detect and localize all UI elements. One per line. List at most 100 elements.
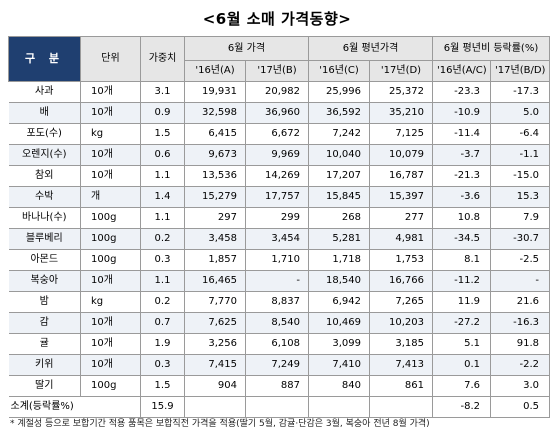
row-price-17: 17,757 (245, 186, 309, 208)
row-item: 배 (8, 102, 81, 124)
row-avg-16: 3,099 (308, 333, 370, 355)
row-rate-16: 5.1 (432, 333, 492, 355)
row-weight: 0.2 (140, 228, 185, 250)
row-weight: 1.4 (140, 186, 185, 208)
row-price-16: 904 (184, 375, 246, 397)
subtotal-label: 소계(등락률%) (8, 396, 141, 418)
row-price-17: 299 (245, 207, 309, 229)
row-avg-17: 4,981 (368, 228, 434, 250)
row-unit: kg (80, 291, 141, 313)
row-unit: 10개 (80, 81, 141, 103)
row-avg-17: 15,397 (368, 186, 434, 208)
row-rate-17: -16.3 (490, 312, 551, 334)
row-price-16: 6,415 (184, 123, 246, 145)
row-item: 바나나(수) (8, 207, 81, 229)
row-price-16: 32,598 (184, 102, 246, 124)
header-rate-16: '16년(A/C) (432, 60, 492, 82)
row-rate-17: -1.1 (490, 144, 551, 166)
row-rate-17: -30.7 (490, 228, 551, 250)
table-row: 딸기 100g 1.5 904 887 840 861 7.6 3.0 (8, 375, 551, 397)
row-item: 딸기 (8, 375, 81, 397)
row-price-16: 3,256 (184, 333, 246, 355)
row-rate-17: 21.6 (490, 291, 551, 313)
row-rate-17: -2.5 (490, 249, 551, 271)
row-price-16: 16,465 (184, 270, 246, 292)
subtotal-rate-17: 0.5 (490, 396, 551, 418)
row-price-17: 36,960 (245, 102, 309, 124)
row-unit: 100g (80, 228, 141, 250)
row-rate-16: -23.3 (432, 81, 492, 103)
row-price-17: 20,982 (245, 81, 309, 103)
row-avg-17: 861 (368, 375, 434, 397)
row-rate-17: 3.0 (490, 375, 551, 397)
row-price-16: 15,279 (184, 186, 246, 208)
table-row: 포도(수) kg 1.5 6,415 6,672 7,242 7,125 -11.4 -6.4 (8, 123, 551, 145)
row-weight: 1.1 (140, 165, 185, 187)
header-price-17: '17년(B) (245, 60, 309, 82)
row-rate-16: -34.5 (432, 228, 492, 250)
subtotal-weight: 15.9 (140, 396, 185, 418)
row-rate-16: -11.4 (432, 123, 492, 145)
row-rate-17: -2.2 (490, 354, 551, 376)
row-rate-17: -17.3 (490, 81, 551, 103)
subtotal-row: 소계(등락률%) 15.9 -8.2 0.5 (8, 396, 551, 418)
row-rate-16: -3.7 (432, 144, 492, 166)
row-rate-16: 8.1 (432, 249, 492, 271)
row-unit: 10개 (80, 270, 141, 292)
row-rate-17: - (490, 270, 551, 292)
empty-cell (245, 396, 309, 418)
row-unit: 10개 (80, 102, 141, 124)
row-weight: 1.1 (140, 270, 185, 292)
row-rate-17: -15.0 (490, 165, 551, 187)
header-rate-17: '17년(B/D) (490, 60, 551, 82)
footnote: * 계절성 등으로 보합기간 적용 품목은 보합직전 가격을 적용(딸기 5월,… (10, 419, 430, 429)
row-price-17: 8,837 (245, 291, 309, 313)
row-avg-16: 36,592 (308, 102, 370, 124)
row-price-16: 9,673 (184, 144, 246, 166)
row-price-17: 9,969 (245, 144, 309, 166)
empty-cell (368, 396, 434, 418)
header-avg-group: 6월 평년가격 (307, 36, 434, 61)
row-weight: 1.1 (140, 207, 185, 229)
row-weight: 0.2 (140, 291, 185, 313)
row-item: 복숭아 (8, 270, 81, 292)
row-unit: kg (80, 123, 141, 145)
header-weight: 가중치 (140, 36, 185, 82)
row-avg-16: 1,718 (308, 249, 370, 271)
row-avg-17: 3,185 (368, 333, 434, 355)
row-avg-16: 17,207 (308, 165, 370, 187)
header-rate-group: 6월 평년비 등락률(%) (432, 36, 551, 61)
row-price-17: 887 (245, 375, 309, 397)
table-row: 감 10개 0.7 7,625 8,540 10,469 10,203 -27.2 -16.3 (8, 312, 551, 334)
header-avg-16: '16년(C) (308, 60, 370, 82)
row-rate-17: 5.0 (490, 102, 551, 124)
row-rate-16: 10.8 (432, 207, 492, 229)
row-avg-17: 1,753 (368, 249, 434, 271)
row-weight: 0.3 (140, 249, 185, 271)
row-price-17: 8,540 (245, 312, 309, 334)
row-avg-17: 7,413 (368, 354, 434, 376)
row-unit: 100g (80, 249, 141, 271)
row-rate-17: 91.8 (490, 333, 551, 355)
row-item: 참외 (8, 165, 81, 187)
row-avg-16: 7,410 (308, 354, 370, 376)
row-rate-16: -10.9 (432, 102, 492, 124)
row-weight: 3.1 (140, 81, 185, 103)
row-rate-17: -6.4 (490, 123, 551, 145)
row-rate-16: 11.9 (432, 291, 492, 313)
row-avg-16: 840 (308, 375, 370, 397)
header-unit: 단위 (80, 36, 141, 82)
table-row: 키위 10개 0.3 7,415 7,249 7,410 7,413 0.1 -2.2 (8, 354, 551, 376)
row-price-16: 13,536 (184, 165, 246, 187)
row-weight: 0.7 (140, 312, 185, 334)
row-avg-16: 5,281 (308, 228, 370, 250)
row-rate-17: 7.9 (490, 207, 551, 229)
row-rate-16: -27.2 (432, 312, 492, 334)
row-avg-16: 6,942 (308, 291, 370, 313)
row-rate-16: -11.2 (432, 270, 492, 292)
row-item: 감 (8, 312, 81, 334)
row-avg-17: 10,079 (368, 144, 434, 166)
table-row: 배 10개 0.9 32,598 36,960 36,592 35,210 -10.9 5.0 (8, 102, 551, 124)
row-avg-17: 16,787 (368, 165, 434, 187)
row-rate-16: 0.1 (432, 354, 492, 376)
